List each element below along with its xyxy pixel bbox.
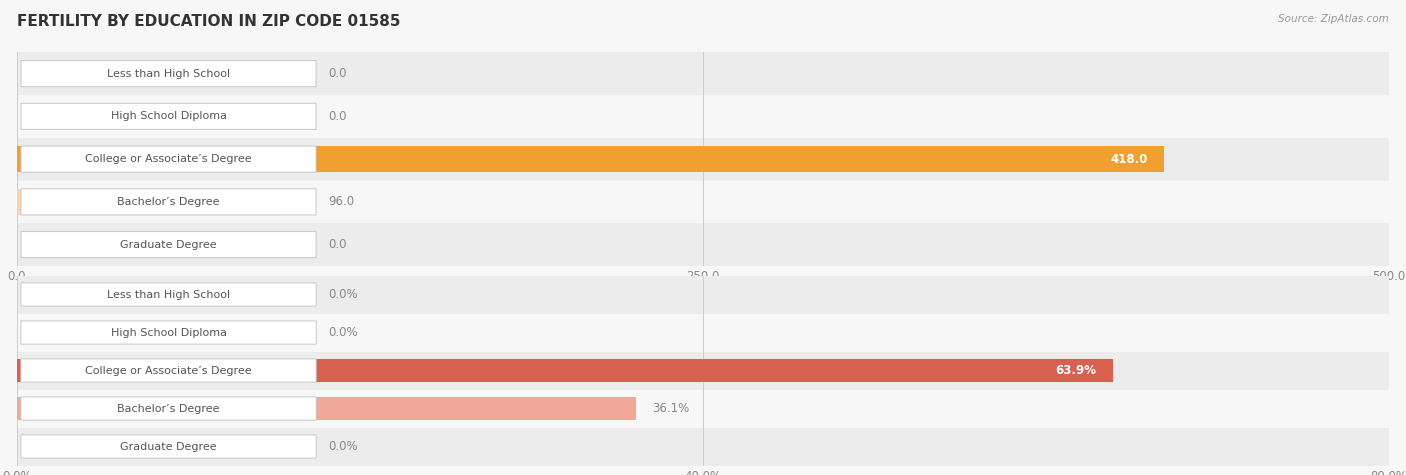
Text: FERTILITY BY EDUCATION IN ZIP CODE 01585: FERTILITY BY EDUCATION IN ZIP CODE 01585 bbox=[17, 14, 401, 29]
Text: Bachelor’s Degree: Bachelor’s Degree bbox=[117, 197, 219, 207]
Bar bbox=[17, 428, 1389, 466]
Text: College or Associate’s Degree: College or Associate’s Degree bbox=[86, 365, 252, 376]
FancyBboxPatch shape bbox=[21, 146, 316, 172]
FancyBboxPatch shape bbox=[21, 189, 316, 215]
FancyBboxPatch shape bbox=[21, 321, 316, 344]
Text: High School Diploma: High School Diploma bbox=[111, 327, 226, 338]
Bar bbox=[17, 352, 1389, 390]
Text: 0.0: 0.0 bbox=[329, 110, 347, 123]
Text: 0.0: 0.0 bbox=[329, 238, 347, 251]
FancyBboxPatch shape bbox=[21, 283, 316, 306]
Bar bbox=[17, 314, 1389, 352]
Text: 0.0%: 0.0% bbox=[329, 288, 359, 301]
Text: High School Diploma: High School Diploma bbox=[111, 111, 226, 122]
Text: 36.1%: 36.1% bbox=[652, 402, 690, 415]
Text: College or Associate’s Degree: College or Associate’s Degree bbox=[86, 154, 252, 164]
Text: 0.0%: 0.0% bbox=[329, 326, 359, 339]
Bar bbox=[17, 146, 1164, 172]
Text: 0.0: 0.0 bbox=[329, 67, 347, 80]
Text: Source: ZipAtlas.com: Source: ZipAtlas.com bbox=[1278, 14, 1389, 24]
FancyBboxPatch shape bbox=[21, 103, 316, 130]
Text: 0.0%: 0.0% bbox=[329, 440, 359, 453]
Bar bbox=[17, 276, 1389, 314]
FancyBboxPatch shape bbox=[21, 359, 316, 382]
Bar bbox=[17, 52, 1389, 95]
Bar bbox=[17, 138, 1389, 180]
Text: Bachelor’s Degree: Bachelor’s Degree bbox=[117, 403, 219, 414]
Bar bbox=[17, 180, 1389, 223]
FancyBboxPatch shape bbox=[21, 397, 316, 420]
Bar bbox=[17, 223, 1389, 266]
FancyBboxPatch shape bbox=[21, 231, 316, 258]
Text: Less than High School: Less than High School bbox=[107, 289, 231, 300]
Bar bbox=[17, 359, 1114, 382]
FancyBboxPatch shape bbox=[21, 435, 316, 458]
Text: Graduate Degree: Graduate Degree bbox=[120, 239, 217, 250]
Text: 63.9%: 63.9% bbox=[1056, 364, 1097, 377]
Bar bbox=[17, 397, 636, 420]
Bar bbox=[17, 390, 1389, 428]
Bar bbox=[17, 95, 1389, 138]
Bar bbox=[17, 189, 280, 215]
Text: Less than High School: Less than High School bbox=[107, 68, 231, 79]
Text: 96.0: 96.0 bbox=[329, 195, 354, 209]
Text: Graduate Degree: Graduate Degree bbox=[120, 441, 217, 452]
FancyBboxPatch shape bbox=[21, 60, 316, 87]
Text: 418.0: 418.0 bbox=[1111, 152, 1147, 166]
